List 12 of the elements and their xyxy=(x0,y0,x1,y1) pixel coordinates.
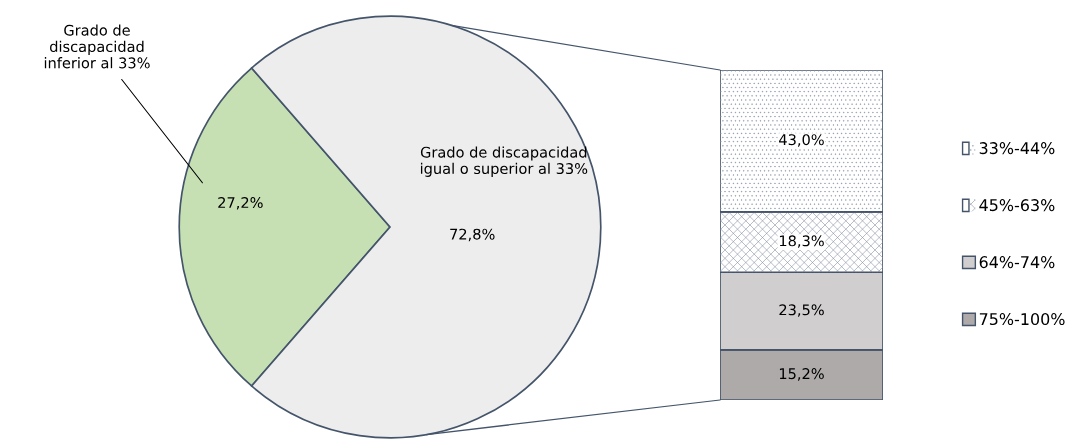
legend-label: 75%-100% xyxy=(979,313,1065,326)
slice-label: Grado de discapacidad inferior al 33% xyxy=(44,24,150,69)
data-label: 27,2% xyxy=(218,197,263,210)
legend-label: 33%-44% xyxy=(979,142,1055,155)
data-label: 23,5% xyxy=(779,304,824,317)
data-label: 15,2% xyxy=(779,368,824,381)
slice-label: Grado de discapacidad igual o superior al 33% xyxy=(420,146,588,177)
data-label: 43,0% xyxy=(779,134,824,147)
legend-label: 45%-63% xyxy=(979,199,1055,212)
legend-label: 64%-74% xyxy=(979,256,1055,269)
data-label: 18,3% xyxy=(779,235,824,248)
data-label: 72,8% xyxy=(450,228,495,242)
